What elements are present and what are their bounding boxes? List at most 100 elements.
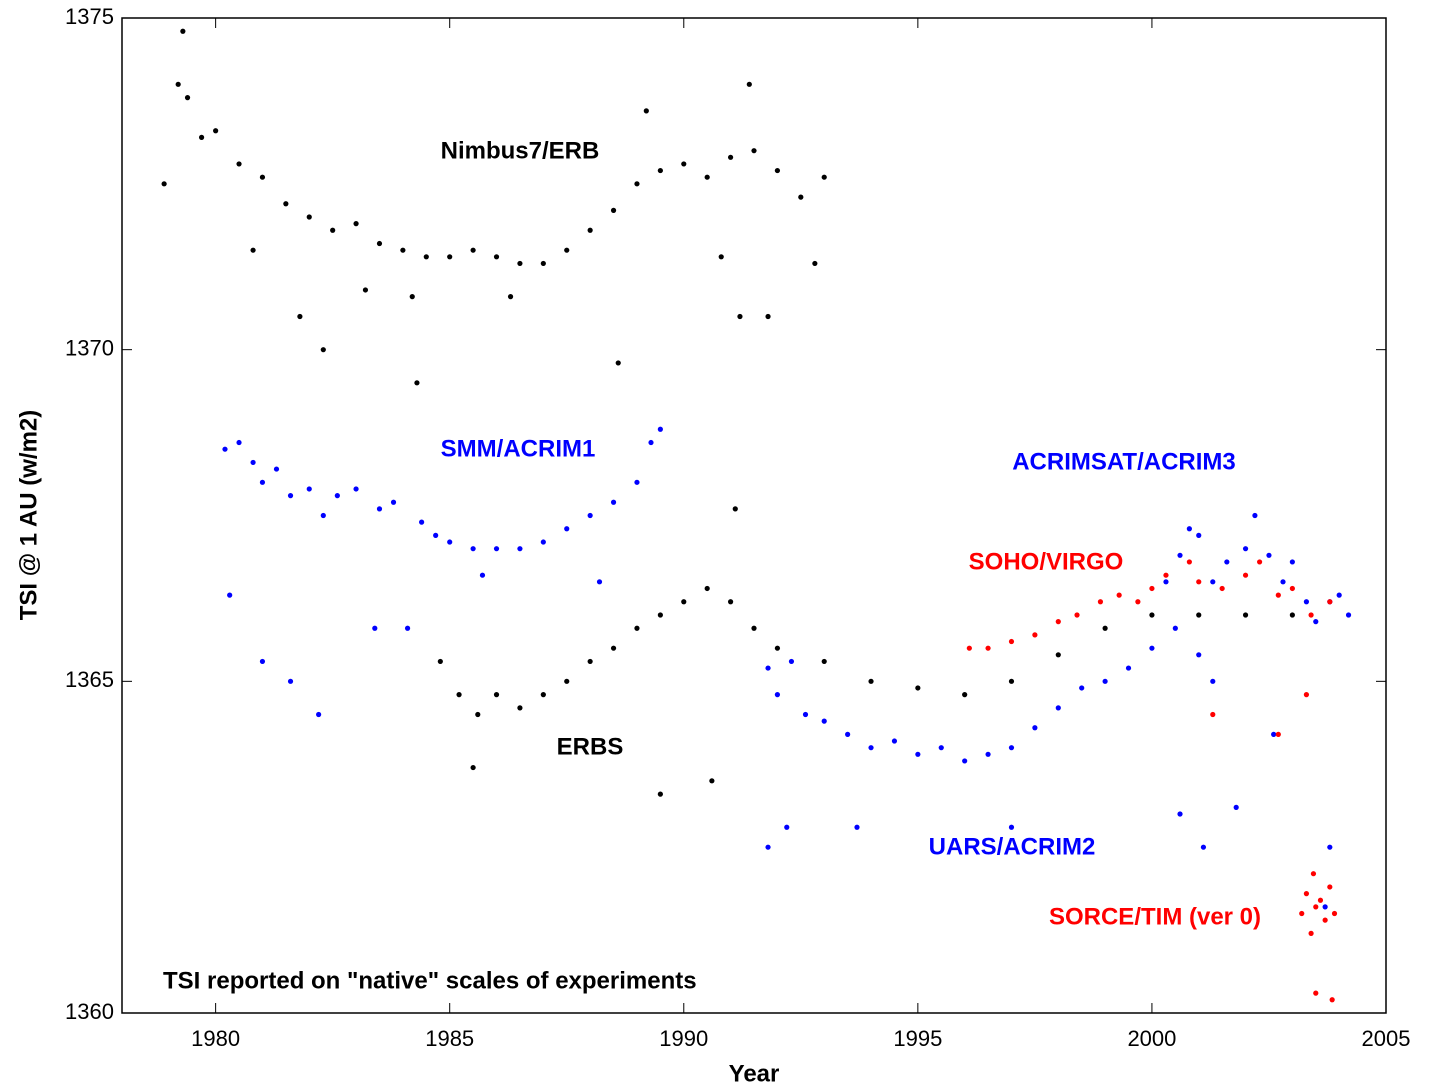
data-point — [1116, 592, 1122, 598]
data-point — [657, 426, 663, 432]
data-point — [1210, 711, 1216, 718]
data-point — [737, 313, 743, 320]
data-point — [259, 174, 266, 180]
data-point — [765, 665, 771, 671]
data-point — [437, 658, 443, 665]
data-point — [273, 466, 280, 472]
data-point — [751, 148, 757, 154]
data-point — [1200, 844, 1207, 850]
data-point — [1327, 884, 1333, 890]
data-point — [1280, 579, 1286, 585]
data-point — [915, 685, 921, 691]
data-point — [821, 174, 827, 180]
data-point — [727, 154, 734, 160]
data-point — [1008, 745, 1015, 751]
data-point — [161, 181, 167, 187]
data-point — [1125, 665, 1132, 671]
series-label: ERBS — [557, 733, 624, 760]
data-point — [610, 207, 617, 213]
y-tick-label: 1360 — [65, 999, 114, 1024]
data-point — [362, 287, 369, 293]
data-point — [774, 167, 781, 174]
data-point — [634, 479, 640, 485]
data-point — [765, 844, 771, 850]
data-point — [1313, 619, 1319, 625]
data-point — [1196, 532, 1202, 539]
data-point — [1177, 811, 1183, 817]
data-point — [765, 313, 771, 320]
data-point — [1210, 579, 1216, 585]
data-point — [1242, 546, 1249, 552]
data-point — [1336, 592, 1342, 598]
data-point — [1327, 599, 1333, 605]
data-point — [283, 201, 289, 207]
data-point — [470, 764, 476, 771]
data-point — [868, 745, 874, 751]
data-point — [1032, 725, 1038, 731]
data-point — [1210, 678, 1216, 684]
data-point — [821, 718, 827, 724]
data-point — [1322, 917, 1328, 923]
data-point — [447, 254, 453, 260]
data-point — [704, 585, 710, 592]
data-point — [774, 692, 781, 698]
data-point — [1233, 804, 1239, 810]
data-point — [681, 599, 687, 605]
data-point — [648, 439, 654, 446]
data-point — [1135, 599, 1141, 605]
data-point — [1313, 990, 1319, 996]
data-point — [681, 161, 687, 167]
data-point — [1102, 625, 1108, 631]
data-point — [1055, 705, 1061, 711]
data-point — [540, 539, 546, 545]
data-point — [320, 512, 326, 519]
data-point — [1149, 645, 1155, 651]
data-point — [334, 493, 340, 499]
data-point — [718, 254, 724, 260]
data-point — [596, 579, 603, 585]
x-tick-label: 1990 — [659, 1026, 708, 1051]
data-point — [587, 227, 593, 233]
y-tick-label: 1375 — [65, 4, 114, 29]
data-point — [1186, 559, 1192, 565]
data-point — [447, 539, 453, 545]
data-point — [1289, 612, 1295, 618]
data-point — [657, 167, 663, 174]
data-point — [1163, 579, 1169, 585]
data-point — [306, 486, 312, 492]
data-point — [1219, 585, 1225, 592]
series-label: SMM/ACRIM1 — [441, 435, 596, 462]
data-point — [475, 711, 481, 718]
data-point — [423, 254, 429, 260]
data-point — [657, 612, 663, 618]
annotation: TSI reported on "native" scales of exper… — [163, 967, 697, 994]
data-point — [1327, 844, 1333, 850]
data-point — [727, 599, 734, 605]
data-point — [259, 479, 266, 485]
data-point — [1266, 552, 1272, 558]
data-point — [1275, 592, 1281, 598]
data-point — [1074, 612, 1080, 618]
data-point — [966, 645, 972, 651]
data-point — [1186, 526, 1192, 532]
data-point — [409, 294, 415, 300]
data-point — [175, 81, 181, 87]
data-point — [1252, 512, 1258, 519]
data-point — [470, 247, 476, 253]
data-point — [1275, 731, 1281, 738]
data-point — [587, 658, 593, 665]
data-point — [1196, 579, 1202, 585]
data-point — [236, 439, 242, 446]
data-point — [353, 221, 359, 227]
data-point — [1055, 619, 1061, 625]
data-point — [962, 758, 968, 764]
data-point — [180, 28, 186, 34]
data-point — [287, 678, 294, 684]
data-point — [802, 711, 809, 718]
series-label: Nimbus7/ERB — [441, 137, 600, 164]
data-point — [564, 678, 570, 684]
data-point — [1055, 652, 1061, 658]
data-point — [320, 347, 326, 353]
data-point — [1177, 552, 1183, 558]
